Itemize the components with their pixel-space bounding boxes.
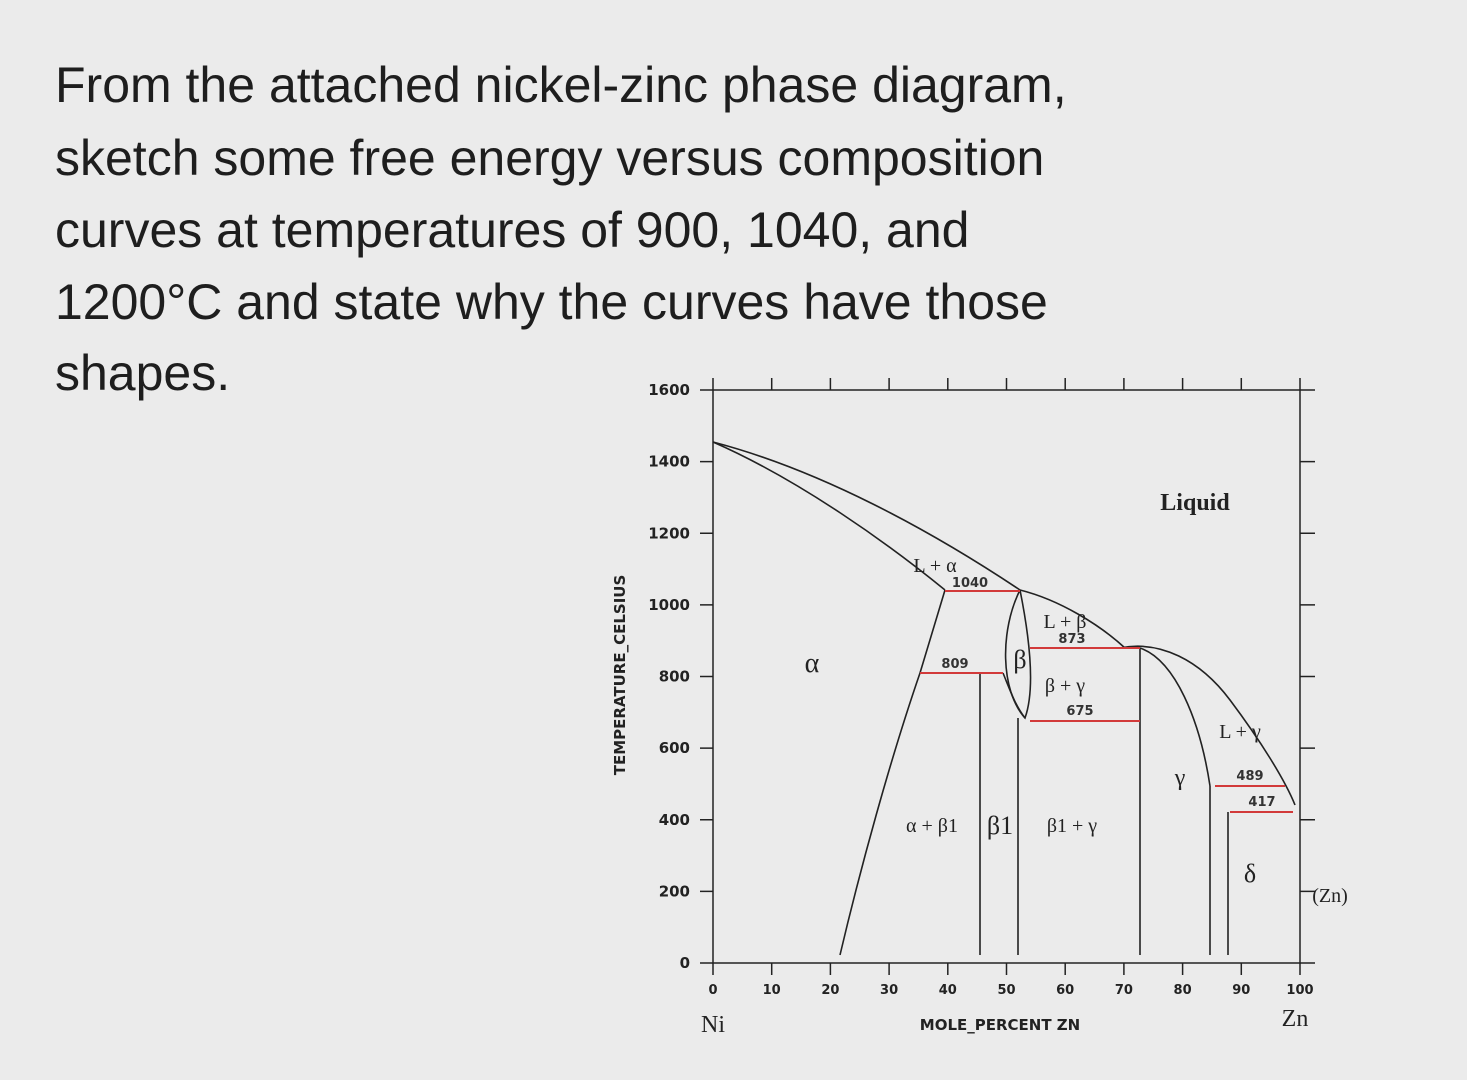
question-line: shapes. [55, 345, 231, 401]
phase-boundaries [712, 441, 1296, 956]
phase-label: α + β1 [906, 815, 958, 837]
x-tick-label: 10 [763, 983, 781, 998]
phase-label: L + α [913, 555, 957, 577]
element-label: Ni [701, 1012, 725, 1038]
x-tick-label: 30 [880, 983, 898, 998]
question-line: sketch some free energy versus compositi… [55, 130, 1045, 186]
temp-label: 417 [1248, 795, 1275, 810]
y-tick-label: 1600 [648, 381, 690, 399]
y-tick-label: 600 [659, 739, 690, 757]
y-tick-label: 0 [680, 954, 690, 972]
x-tick-label: 0 [708, 983, 717, 998]
phase-label: α [805, 648, 820, 679]
y-tick-label: 400 [659, 811, 690, 829]
phase-label: β1 + γ [1047, 815, 1097, 837]
y-tick-label: 1200 [648, 524, 690, 542]
liquidus [712, 441, 1021, 591]
x-tick-label: 80 [1174, 983, 1192, 998]
liquidus-gamma [1119, 645, 1296, 806]
element-label: Zn [1282, 1006, 1309, 1032]
temp-label: 809 [941, 657, 968, 672]
verticals [979, 648, 1229, 955]
alpha-boundary [839, 589, 946, 956]
temp-label: 1040 [952, 576, 988, 591]
question-line: From the attached nickel-zinc phase diag… [55, 57, 1067, 113]
x-tick-label: 60 [1056, 983, 1074, 998]
question-line: 1200°C and state why the curves have tho… [55, 274, 1048, 330]
question-line: curves at temperatures of 900, 1040, and [55, 202, 970, 258]
phase-label: β + γ [1045, 675, 1085, 697]
phase-label: L + γ [1219, 721, 1261, 743]
temp-label: 675 [1066, 704, 1093, 719]
y-tick-label: 1400 [648, 453, 690, 471]
x-tick-label: 20 [821, 983, 839, 998]
liquidus-beta [1019, 589, 1126, 649]
x-tick-label: 70 [1115, 983, 1133, 998]
x-axis-title: MOLE_PERCENT ZN [920, 1016, 1080, 1034]
phase-label: β [1013, 645, 1026, 674]
phase-label: (Zn) [1312, 885, 1348, 907]
y-axis-title: TEMPERATURE_CELSIUS [611, 575, 629, 776]
phase-label: β1 [987, 811, 1013, 840]
y-tick-label: 1000 [648, 596, 690, 614]
phase-label: γ [1174, 765, 1186, 791]
beta-lower [1002, 672, 1026, 719]
phase-label: L + β [1044, 611, 1087, 633]
x-tick-label: 90 [1232, 983, 1250, 998]
phase-label: δ [1244, 859, 1256, 888]
phase-label: Liquid [1160, 490, 1230, 516]
solidus-gamma [1139, 647, 1211, 787]
x-tick-label: 50 [997, 983, 1015, 998]
temp-label: 873 [1058, 632, 1085, 647]
y-tick-label: 800 [659, 668, 690, 686]
solidus [712, 441, 946, 591]
temp-label: 489 [1236, 769, 1263, 784]
x-tick-label: 100 [1286, 983, 1313, 998]
y-tick-label: 200 [659, 882, 690, 900]
x-tick-label: 40 [939, 983, 957, 998]
